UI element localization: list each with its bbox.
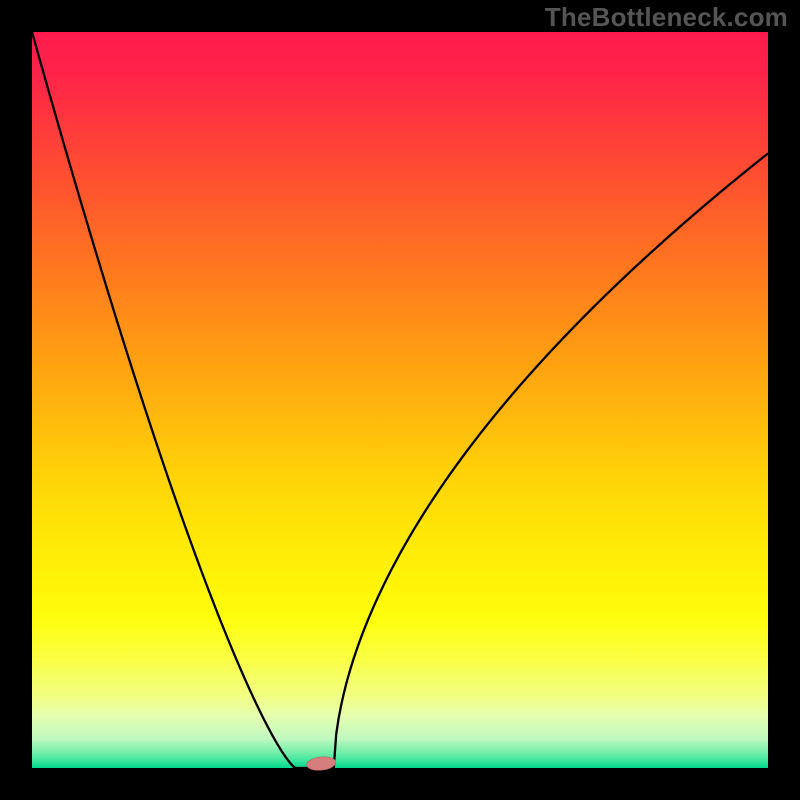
- chart-container: TheBottleneck.com: [0, 0, 800, 800]
- watermark-label: TheBottleneck.com: [545, 2, 788, 33]
- bottleneck-chart: [0, 0, 800, 800]
